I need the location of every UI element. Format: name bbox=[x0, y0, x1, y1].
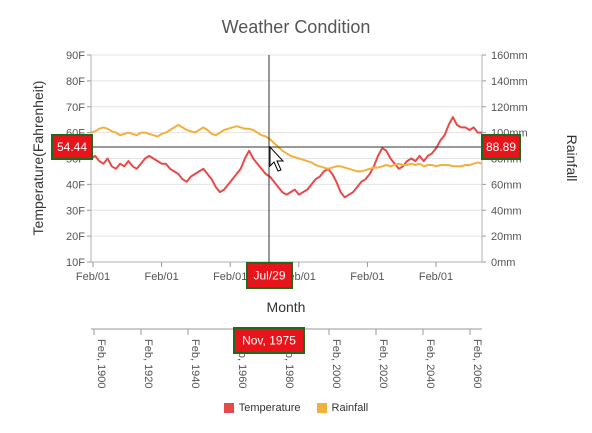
secondary-tick-label: Feb, 2000 bbox=[330, 339, 342, 389]
y-right-tick-label: 0mm bbox=[491, 257, 515, 269]
crosshair-secondary-value-box bbox=[233, 327, 305, 354]
x-tick-label: Feb/01 bbox=[350, 271, 384, 283]
legend-label-rainfall: Rainfall bbox=[331, 402, 369, 414]
y-right-tick-label: 120mm bbox=[491, 102, 528, 114]
legend-item-rainfall[interactable]: Rainfall bbox=[316, 402, 369, 414]
crosshair-secondary-value: Nov, 1975 bbox=[242, 334, 296, 348]
crosshair-x-value: Jul/29 bbox=[253, 269, 285, 283]
secondary-tick-label: Feb, 2040 bbox=[424, 339, 436, 389]
mouse-pointer-icon bbox=[269, 145, 285, 172]
y-left-tick-label: 70F bbox=[66, 102, 85, 114]
y-right-tick-label: 40mm bbox=[491, 205, 522, 217]
y-right-tick-label: 20mm bbox=[491, 231, 522, 243]
series-line-temperature bbox=[90, 116, 482, 199]
right-axis-title: Rainfall bbox=[564, 134, 580, 182]
series-line-rainfall bbox=[90, 123, 483, 173]
legend-swatch-rainfall bbox=[316, 403, 327, 413]
y-left-tick-label: 80F bbox=[66, 76, 85, 88]
legend-swatch-temperature bbox=[223, 403, 234, 413]
y-right-tick-label: 60mm bbox=[491, 179, 522, 191]
secondary-tick-label: Feb, 2060 bbox=[471, 339, 483, 389]
x-axis-title: Month bbox=[266, 299, 306, 315]
x-tick-label: Feb/01 bbox=[213, 271, 247, 283]
left-axis-title: Temperature(Fahrenheit) bbox=[30, 80, 46, 236]
secondary-tick-label: Feb, 1900 bbox=[95, 339, 107, 389]
secondary-tick-label: Feb, 1920 bbox=[142, 339, 154, 389]
x-tick-label: Feb/01 bbox=[144, 271, 178, 283]
crosshair-left-value: 54.44 bbox=[57, 140, 87, 154]
y-left-tick-label: 90F bbox=[66, 50, 85, 62]
crosshair-right-value-box bbox=[481, 134, 521, 161]
legend-label-temperature: Temperature bbox=[238, 402, 301, 414]
y-left-tick-label: 20F bbox=[66, 231, 85, 243]
crosshair-x-value-box bbox=[246, 262, 293, 289]
y-right-tick-label: 140mm bbox=[491, 76, 528, 88]
legend-item-temperature[interactable]: Temperature bbox=[223, 402, 301, 414]
y-right-tick-label: 160mm bbox=[491, 50, 528, 62]
y-left-tick-label: 10F bbox=[66, 257, 85, 269]
secondary-tick-label: Feb, 1940 bbox=[189, 339, 201, 389]
chart-title: Weather Condition bbox=[221, 17, 371, 37]
secondary-tick-label: Feb, 2020 bbox=[377, 339, 389, 389]
crosshair-right-value: 88.89 bbox=[486, 140, 516, 154]
y-left-tick-label: 40F bbox=[66, 179, 85, 191]
x-tick-label: Feb/01 bbox=[76, 271, 110, 283]
y-left-tick-label: 30F bbox=[66, 205, 85, 217]
x-tick-label: Feb/01 bbox=[419, 271, 453, 283]
chart-legend: Temperature Rainfall bbox=[0, 402, 592, 414]
crosshair-left-value-box bbox=[51, 134, 93, 161]
